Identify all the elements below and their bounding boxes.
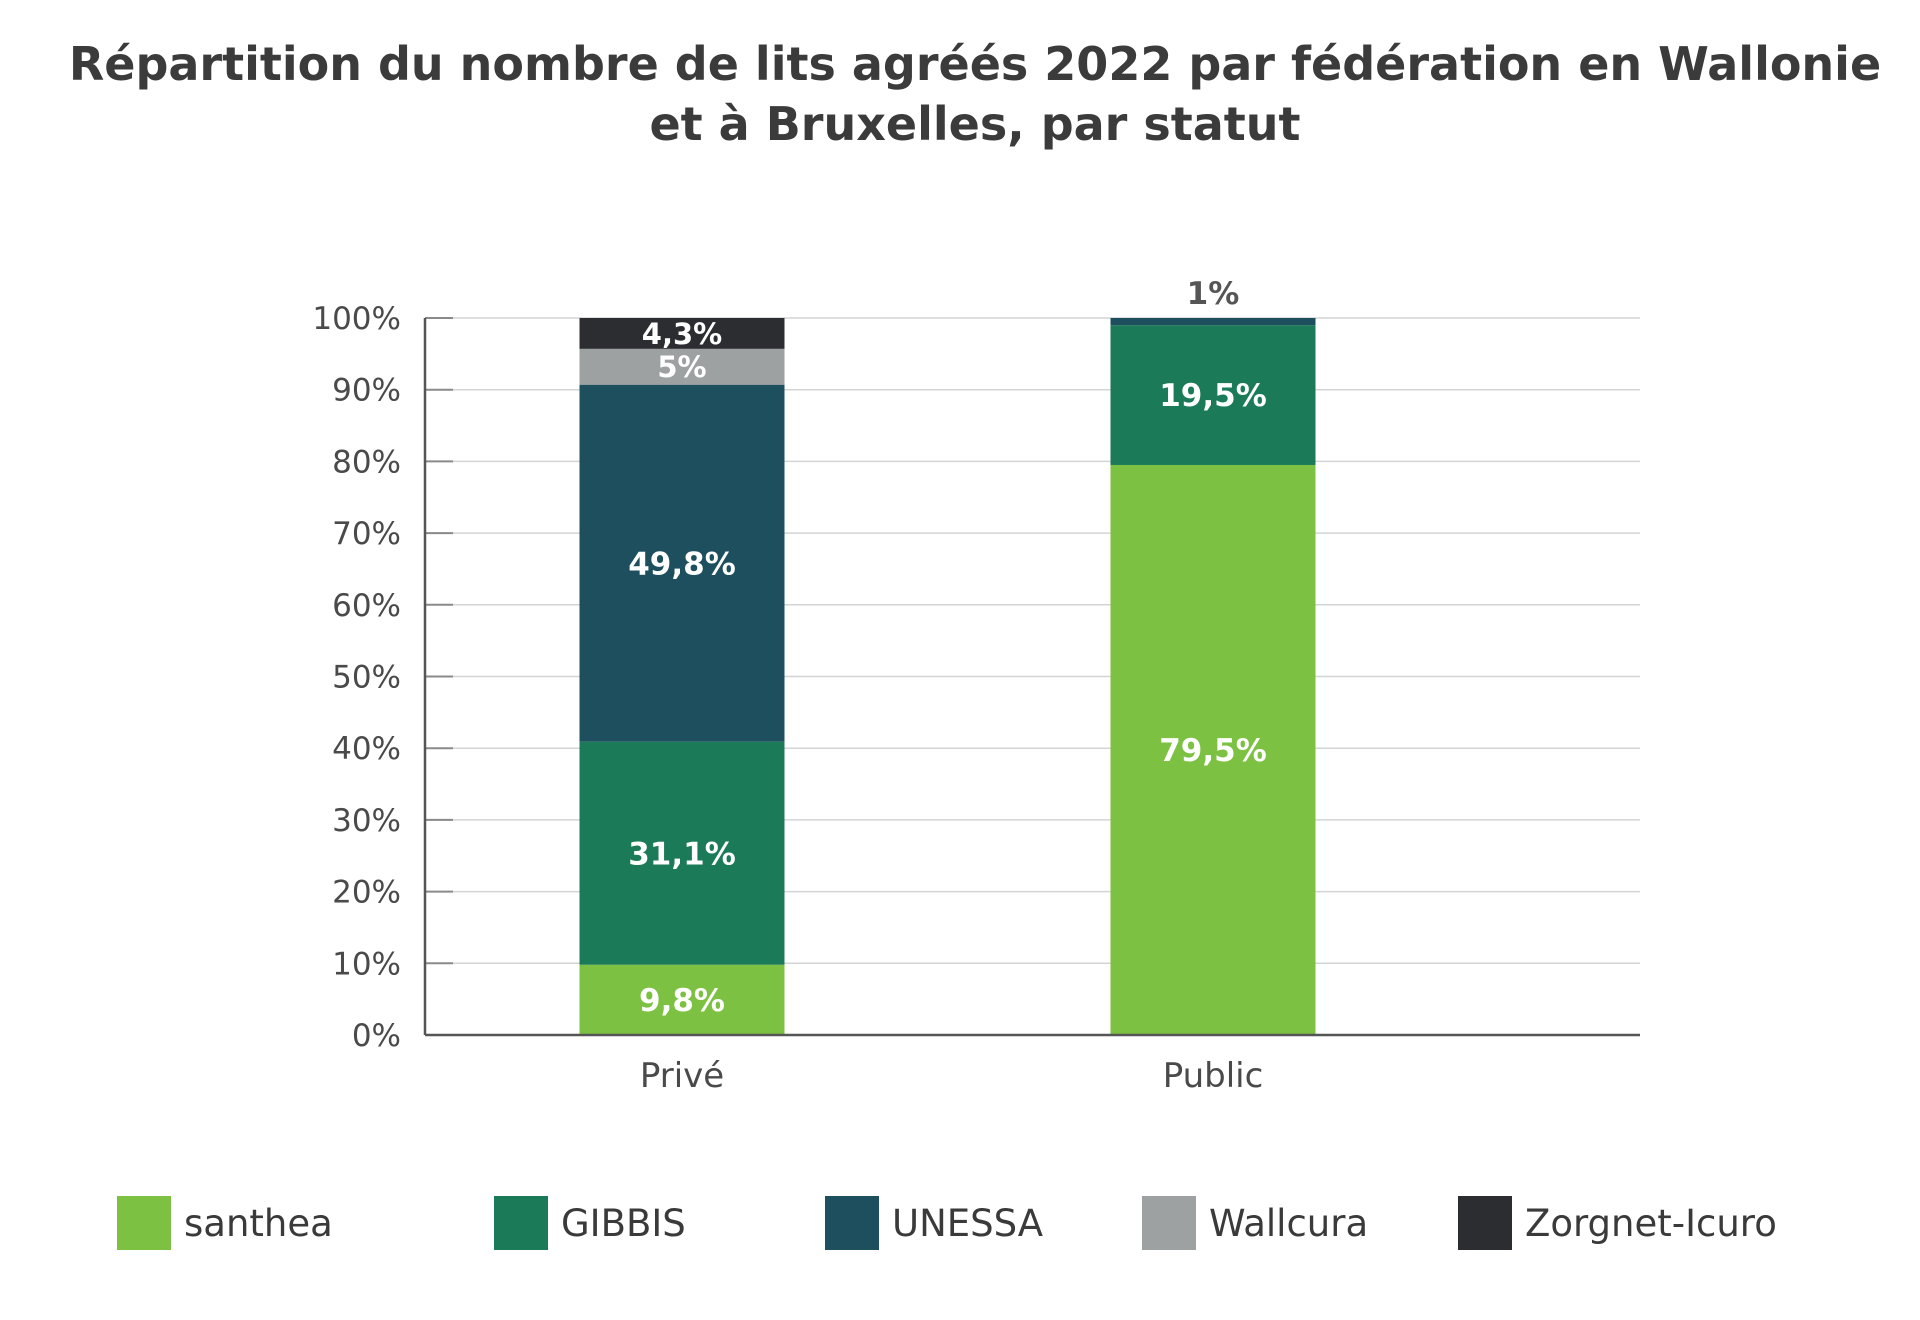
x-category-label: Public [1163,1056,1264,1096]
y-tick-label: 0% [352,1018,401,1054]
data-label: 19,5% [1159,378,1267,414]
y-tick-label: 10% [332,946,401,982]
legend-label-santhea: santhea [184,1202,333,1245]
legend-swatch-wallcura [1142,1196,1196,1250]
legend-swatch-zorgnet-icuro [1458,1196,1512,1250]
bar-segment-unessa [579,384,785,742]
y-tick-label: 80% [332,444,401,480]
y-tick-label: 40% [332,731,401,767]
legend: santhea GIBBIS UNESSA Wallcura Zorgnet-Icuro [117,1196,1777,1250]
y-tick-label: 50% [332,660,401,696]
y-tick-label: 70% [332,516,401,552]
bars: 9,8% 31,1% 49,8% 5%4,3% 79,5% 19,5% 1% [579,276,1316,1035]
bar-segment-santhea [579,964,785,1035]
data-label: 31,1% [628,836,736,872]
bar-segment-gibbis [579,741,785,965]
y-tick-label: 30% [332,803,401,839]
legend-label-gibbis: GIBBIS [561,1202,686,1245]
bar-segment-santhea [1110,464,1316,1035]
bar-segment-unessa [1110,318,1316,326]
chart-title-line-2: et à Bruxelles, par statut [649,97,1300,151]
legend-label-zorgnet-icuro: Zorgnet-Icuro [1525,1202,1777,1245]
axes: 0% 10% 20% 30% 40% 50% 60% 70% 80% 90% 100% Privé Pu… [312,301,1640,1096]
bar-segment-zorgnet-icuro [579,318,785,349]
data-label: 4,3% [642,317,722,351]
bar-segment-gibbis [1110,325,1316,465]
data-label: 49,8% [628,546,736,582]
x-category-label: Privé [640,1056,724,1096]
y-tick-label: 90% [332,373,401,409]
legend-label-wallcura: Wallcura [1209,1202,1368,1245]
data-label: 79,5% [1159,733,1267,769]
chart-title-line-1: Répartition du nombre de lits agréés 202… [69,37,1881,91]
legend-swatch-santhea [117,1196,171,1250]
legend-swatch-gibbis [494,1196,548,1250]
bar-segment-wallcura [579,348,785,385]
data-label: 5% [657,350,706,384]
data-label: 1% [1187,276,1240,312]
legend-swatch-unessa [825,1196,879,1250]
legend-label-unessa: UNESSA [892,1202,1043,1245]
y-tick-label: 20% [332,875,401,911]
y-tick-label: 60% [332,588,401,624]
data-label: 9,8% [639,983,725,1019]
y-tick-label: 100% [312,301,401,337]
